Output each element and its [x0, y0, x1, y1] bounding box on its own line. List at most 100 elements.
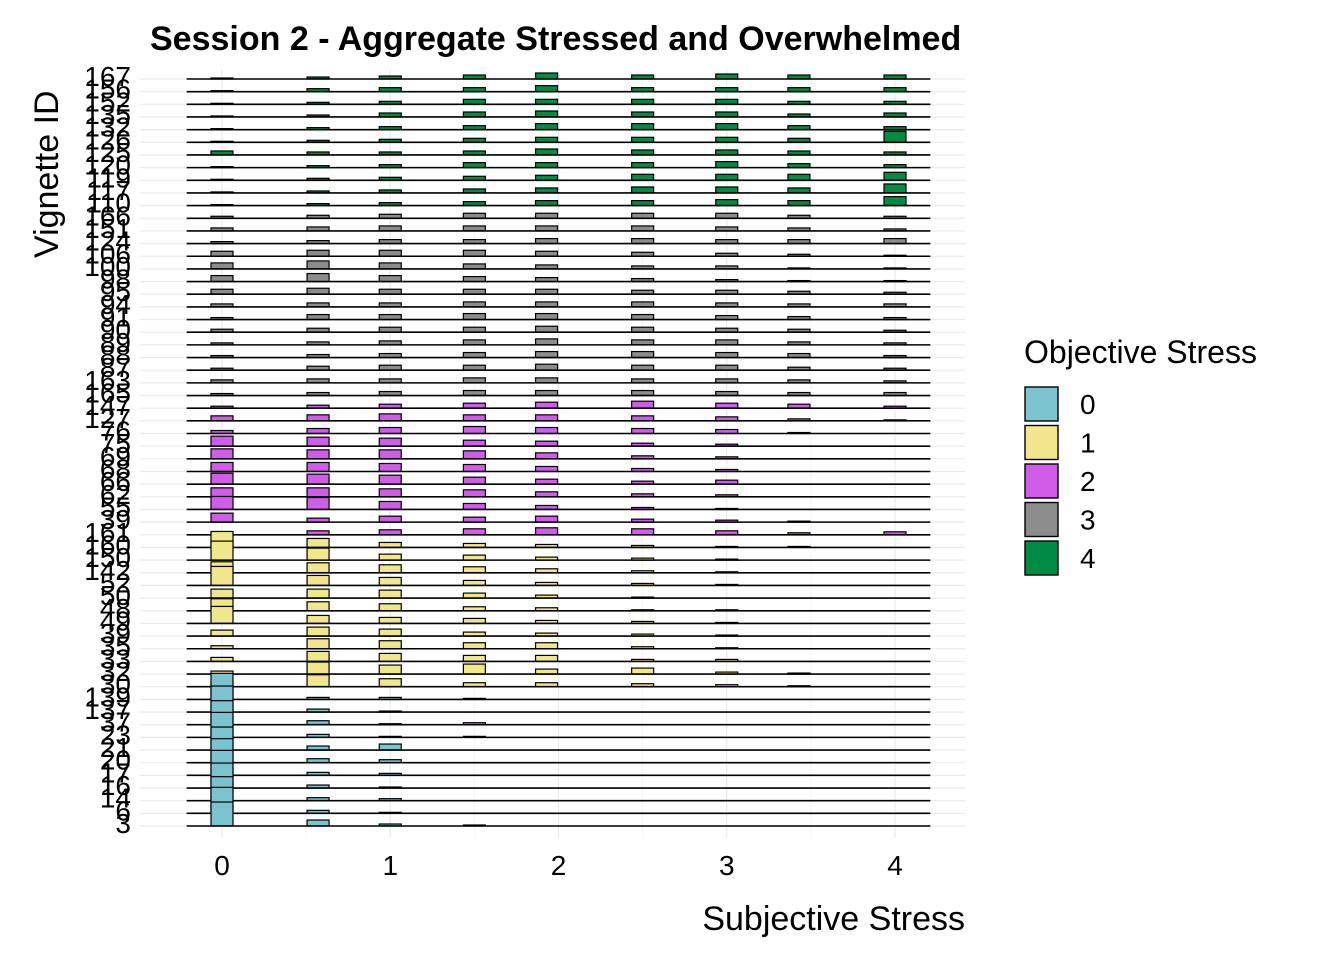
histogram-bar	[378, 640, 402, 650]
histogram-bar	[534, 312, 559, 321]
y-tick-label: 6	[115, 795, 131, 826]
ridge-49	[186, 605, 931, 625]
ridge-120	[186, 161, 931, 169]
histogram-bar	[210, 461, 234, 473]
y-tick-label: 124	[84, 226, 131, 257]
histogram-bar	[462, 249, 486, 257]
histogram-bar	[631, 528, 655, 536]
ridge-89	[186, 338, 931, 346]
ridge-33	[186, 650, 931, 663]
y-tick-label: 35	[100, 631, 131, 662]
ridge-69	[186, 448, 931, 460]
y-tick-label: 132	[84, 112, 131, 143]
y-tick-label: 110	[86, 188, 131, 219]
histogram-bar	[534, 414, 559, 422]
histogram-bar	[210, 448, 234, 460]
histogram-bar	[462, 502, 486, 511]
histogram-bar	[378, 474, 402, 485]
ridge-163	[186, 377, 931, 384]
histogram-bar	[534, 148, 559, 156]
histogram-bar	[715, 123, 739, 131]
histogram-bar	[306, 674, 330, 688]
ridge-39	[186, 512, 931, 523]
y-tick-label: 94	[100, 289, 131, 320]
y-tick-label: 125	[84, 137, 131, 168]
histogram-bar	[462, 463, 486, 473]
histogram-bar	[534, 85, 559, 93]
ridge-95	[186, 287, 931, 296]
histogram-bar	[534, 401, 559, 409]
ridge-55	[186, 495, 931, 511]
histogram-bar	[210, 801, 234, 827]
y-tick-label: 76	[100, 416, 131, 447]
histogram-bar	[306, 260, 330, 270]
y-tick-label: 100	[84, 251, 131, 282]
y-tick-label: 151	[84, 213, 131, 244]
ridge-126	[186, 130, 931, 144]
y-tick-label: 120	[84, 150, 131, 181]
ridge-series	[186, 72, 931, 827]
ridge-35	[186, 638, 931, 650]
legend-title: Objective Stress	[1024, 334, 1257, 370]
legend: Objective Stress 0 1 2 3 4	[1024, 334, 1257, 576]
y-tick-label: 167	[84, 61, 131, 92]
x-tick-label: 0	[214, 850, 230, 881]
histogram-bar	[534, 363, 559, 371]
ridge-30	[186, 674, 931, 688]
ridge-167	[186, 72, 931, 80]
histogram-bar	[378, 616, 402, 625]
histogram-bar	[378, 628, 402, 637]
histogram-bar	[534, 72, 559, 80]
chart-title: Session 2 - Aggregate Stressed and Overw…	[150, 20, 961, 58]
y-tick-label: 16	[100, 770, 131, 801]
x-tick-label: 2	[551, 850, 567, 881]
ridge-90	[186, 325, 931, 334]
histogram-bar	[534, 123, 559, 131]
histogram-bar	[715, 186, 739, 194]
legend-swatch-3	[1024, 501, 1059, 538]
y-tick-label: 106	[84, 238, 131, 269]
y-tick-label: 68	[100, 453, 131, 484]
y-tick-label: 21	[100, 732, 131, 763]
ridge-50	[186, 588, 931, 599]
histogram-bar	[462, 489, 486, 498]
histogram-bar	[378, 426, 402, 435]
histogram-bar	[210, 512, 234, 523]
histogram-bar	[378, 462, 402, 473]
y-tick-label: 30	[100, 669, 131, 700]
histogram-bar	[306, 574, 330, 587]
ridge-76	[186, 425, 931, 435]
histogram-bar	[378, 664, 402, 675]
x-tick-label: 4	[887, 850, 903, 881]
histogram-bar	[534, 515, 559, 523]
ridge-135	[186, 110, 931, 118]
histogram-bar	[534, 452, 559, 460]
histogram-bar	[306, 249, 330, 257]
legend-label-4: 4	[1080, 543, 1096, 574]
histogram-bar	[534, 350, 559, 359]
histogram-bar	[883, 196, 907, 207]
histogram-bar	[883, 130, 907, 143]
histogram-bar	[378, 743, 402, 751]
y-tick-label: 117	[86, 175, 131, 206]
y-tick-label: 147	[84, 390, 131, 421]
histogram-bar	[306, 661, 330, 675]
y-tick-label: 160	[84, 529, 131, 560]
histogram-bar	[378, 678, 402, 688]
histogram-bar	[534, 426, 559, 435]
y-tick-label: 152	[84, 86, 131, 117]
ridge-3	[186, 801, 931, 827]
histogram-bar	[462, 476, 486, 485]
histogram-bar	[631, 667, 655, 675]
y-tick-label: 55	[100, 491, 131, 522]
histogram-bar	[715, 199, 739, 207]
histogram-bar	[306, 272, 330, 283]
histogram-bar	[210, 588, 234, 599]
histogram-bar	[306, 461, 330, 473]
legend-swatch-1	[1024, 424, 1059, 461]
histogram-bar	[715, 173, 739, 181]
y-tick-label: 17	[100, 757, 131, 788]
y-tick-label: 75	[100, 428, 131, 459]
histogram-bar	[306, 601, 330, 612]
